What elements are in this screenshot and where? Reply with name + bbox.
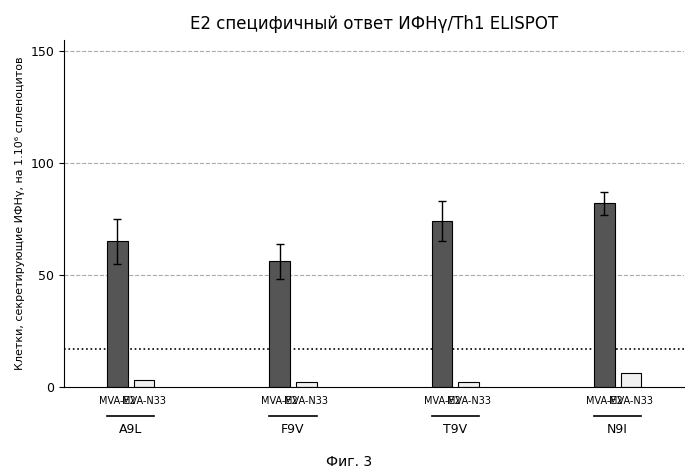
Y-axis label: Клетки, секретирующие ИФНγ, на 1.10⁶ спленоцитов: Клетки, секретирующие ИФНγ, на 1.10⁶ спл…: [15, 57, 25, 370]
Bar: [134, 380, 154, 387]
Bar: [621, 374, 641, 387]
Text: MVA-N33: MVA-N33: [447, 396, 491, 406]
Bar: [459, 382, 479, 387]
Text: N9I: N9I: [607, 422, 628, 436]
Text: MVA-N33: MVA-N33: [609, 396, 653, 406]
Text: MVA-E2: MVA-E2: [99, 396, 136, 406]
Text: F9V: F9V: [281, 422, 305, 436]
Text: Фиг. 3: Фиг. 3: [326, 455, 373, 469]
Bar: [432, 221, 452, 387]
Bar: [107, 241, 128, 387]
Bar: [269, 261, 290, 387]
Text: MVA-E2: MVA-E2: [261, 396, 298, 406]
Title: E2 специфичный ответ ИФНγ/Th1 ELISPOT: E2 специфичный ответ ИФНγ/Th1 ELISPOT: [190, 15, 558, 33]
Text: MVA-N33: MVA-N33: [284, 396, 329, 406]
Text: MVA-E2: MVA-E2: [586, 396, 623, 406]
Text: MVA-E2: MVA-E2: [424, 396, 461, 406]
Bar: [296, 382, 317, 387]
Text: A9L: A9L: [119, 422, 143, 436]
Bar: [594, 203, 614, 387]
Text: MVA-N33: MVA-N33: [122, 396, 166, 406]
Text: T9V: T9V: [443, 422, 468, 436]
